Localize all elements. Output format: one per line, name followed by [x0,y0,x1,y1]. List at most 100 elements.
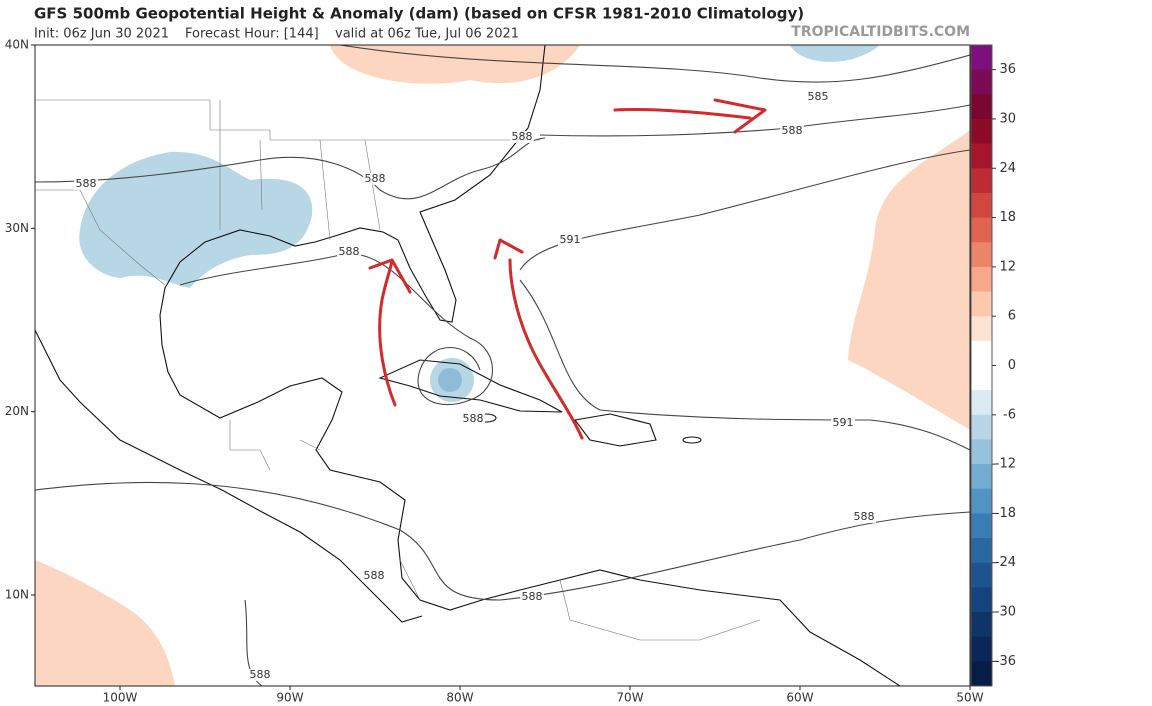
lon-label: 60W [786,691,813,705]
contour-label-bg [520,591,544,603]
contour-label: 591 [833,416,854,429]
colorbar-band [971,636,992,662]
hispaniola [574,413,657,447]
contour-label: 588 [522,590,543,603]
contour [519,149,970,271]
colorbar-band [971,291,992,317]
lat-label: 40N [5,38,29,52]
colorbar-band [971,587,992,613]
contour-label-bg [461,413,485,425]
colorbar-band [971,562,992,588]
colorbar-band [971,365,992,391]
contour-label: 588 [854,510,875,523]
colorbar-band [971,192,992,219]
contour-label-bg [363,173,387,185]
colorbar-band [971,118,992,145]
contour-label-bg [852,511,876,523]
colorbar-band [971,242,992,268]
contour-label-bg [806,91,830,103]
credit: TROPICALTIDBITS.COM [791,24,970,40]
negative-anomaly [790,45,880,62]
colorbar: 36 30 24 18 12 6 0 -6 -12 -18 -24 -30 -36 [970,44,1016,687]
contour-label-bg [337,246,361,258]
colorbar-band [971,464,992,490]
colorbar-label: -18 [995,506,1016,521]
contour-label-bg [831,417,855,429]
colorbar-band [971,340,992,366]
colorbar-label: 30 [999,111,1016,126]
coastline [159,45,901,686]
map: 585 588 588 588 588 591 588 588 591 588 588 588 588 [34,44,971,687]
contour-label: 588 [463,412,484,425]
contour-label: 588 [365,172,386,185]
contour-label-bg [558,234,582,246]
colorbar-label: 0 [1008,358,1016,373]
colorbar-label: -6 [1003,407,1016,422]
colorbar-band [971,538,992,564]
lon-label: 100W [103,691,138,705]
colorbar-band [971,488,992,514]
contour [339,45,970,83]
colorbar-label: 24 [999,161,1016,176]
contour-label-bg [510,131,534,143]
contour-label: 588 [76,177,97,190]
colorbar-band [971,316,992,342]
forecast-hour: Forecast Hour: [144] [185,27,319,42]
colorbar-band [971,168,992,194]
colorbar-label: -24 [995,555,1016,570]
colorbar-band [971,143,992,169]
lon-label: 50W [956,691,983,705]
contour-label-bg [74,178,98,190]
contour-label: 585 [808,90,829,103]
colorbar-label: 18 [999,210,1016,225]
colorbar-band [971,439,992,465]
colorbar-band [971,217,992,243]
lat-label: 10N [5,588,29,602]
contour [179,253,493,406]
map-frame [34,44,971,687]
contour-label: 588 [364,569,385,582]
lon-label: 80W [446,691,473,705]
colorbar-label: -30 [995,605,1016,620]
colorbar-band [971,45,992,71]
colorbar-band [971,94,992,120]
positive-anomaly [848,130,970,430]
positive-anomaly [35,560,175,686]
colorbar-band [971,612,992,638]
colorbar-label: -12 [995,457,1016,472]
contour-label: 588 [250,668,271,681]
contour-label-bg [362,570,386,582]
puerto-rico [682,436,702,444]
colorbar-label: 12 [999,259,1016,274]
steering-arrow [368,258,412,407]
lat-label: 30N [5,221,29,235]
contour-label: 588 [782,124,803,137]
negative-anomaly [438,368,462,392]
steering-arrow [613,98,767,134]
colorbar-band [971,390,992,416]
map-content [35,45,970,686]
lon-label: 90W [276,691,303,705]
colorbar-band [971,266,992,293]
colorbar-band [971,513,992,539]
contour [519,279,970,451]
positive-anomaly [330,45,580,84]
title: GFS 500mb Geopotential Height & Anomaly … [34,5,804,23]
contour-label-bg [248,669,272,681]
contour-label-bg [780,125,804,137]
colorbar-label: 6 [1008,309,1016,324]
steering-arrow [493,238,584,440]
negative-anomaly [79,151,313,288]
lat-label: 20N [5,404,29,418]
colorbar-band [971,414,992,440]
valid-time: valid at 06z Tue, Jul 06 2021 [335,27,519,42]
lon-label: 70W [616,691,643,705]
colorbar-band [971,69,992,95]
colorbar-band [971,661,992,687]
contour-label: 588 [512,130,533,143]
contour [539,104,970,137]
coastline [35,329,423,623]
colorbar-label: 36 [999,62,1016,77]
init-time: Init: 06z Jun 30 2021 [34,27,169,42]
